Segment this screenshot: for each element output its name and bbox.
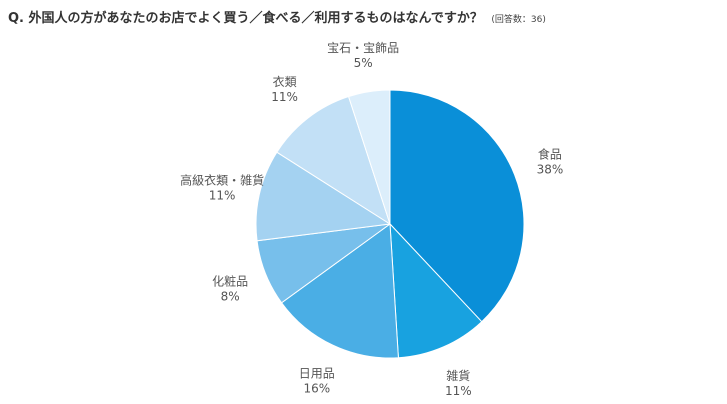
pie-slice: [276, 95, 391, 226]
pie-slice: [389, 89, 525, 323]
slice-name-label: 衣類: [273, 74, 297, 89]
pie-slice: [255, 151, 392, 242]
slice-name-label: 化粧品: [212, 274, 248, 288]
response-count-note: (回答数：36): [491, 15, 546, 25]
slice-percent-label: 38%: [537, 163, 564, 177]
slice-percent-label: 11%: [271, 90, 298, 104]
question-title: Q. 外国人の方があなたのお店でよく買う／食べる／利用するものはなんですか？ (…: [8, 7, 546, 26]
slice-percent-label: 11%: [445, 384, 472, 398]
slice-percent-label: 16%: [303, 382, 330, 396]
slice-name-label: 食品: [538, 147, 562, 162]
pie-labels: 食品38%雑貨11%日用品16%化粧品8%高級衣類・雑貨11%衣類11%宝石・宝…: [180, 41, 563, 398]
pie-slice: [389, 222, 483, 359]
slice-name-label: 日用品: [299, 367, 335, 381]
slice-percent-label: 8%: [221, 289, 240, 303]
slice-percent-label: 5%: [354, 56, 373, 70]
pie-slices: [255, 89, 525, 359]
slice-name-label: 雑貨: [446, 368, 470, 383]
slice-name-label: 宝石・宝飾品: [327, 41, 399, 55]
slice-name-label: 高級衣類・雑貨: [180, 173, 264, 188]
slice-percent-label: 11%: [209, 189, 236, 203]
question-text: Q. 外国人の方があなたのお店でよく買う／食べる／利用するものはなんですか？: [8, 11, 483, 26]
pie-slice: [347, 89, 391, 225]
pie-slice: [280, 223, 399, 359]
